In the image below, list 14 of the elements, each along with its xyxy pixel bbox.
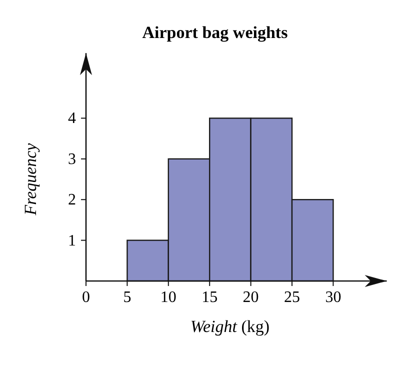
x-tick-label: 20 [242, 289, 259, 306]
x-tick-label: 0 [82, 289, 90, 306]
y-axis-title: Frequency [21, 142, 40, 216]
x-tick-label: 15 [202, 289, 218, 306]
x-tick-label: 30 [325, 289, 342, 306]
x-tick-label: 5 [123, 289, 132, 306]
x-tick-label: 10 [160, 289, 176, 306]
chart-title: Airport bag weights [142, 23, 288, 42]
y-tick-label: 2 [68, 192, 76, 209]
y-tick-label: 3 [68, 150, 76, 168]
y-tick-label: 1 [68, 232, 76, 250]
x-axis-title: Weight (kg) [190, 317, 270, 336]
x-tick-label: 25 [284, 289, 300, 306]
y-tick-label: 4 [68, 110, 76, 128]
